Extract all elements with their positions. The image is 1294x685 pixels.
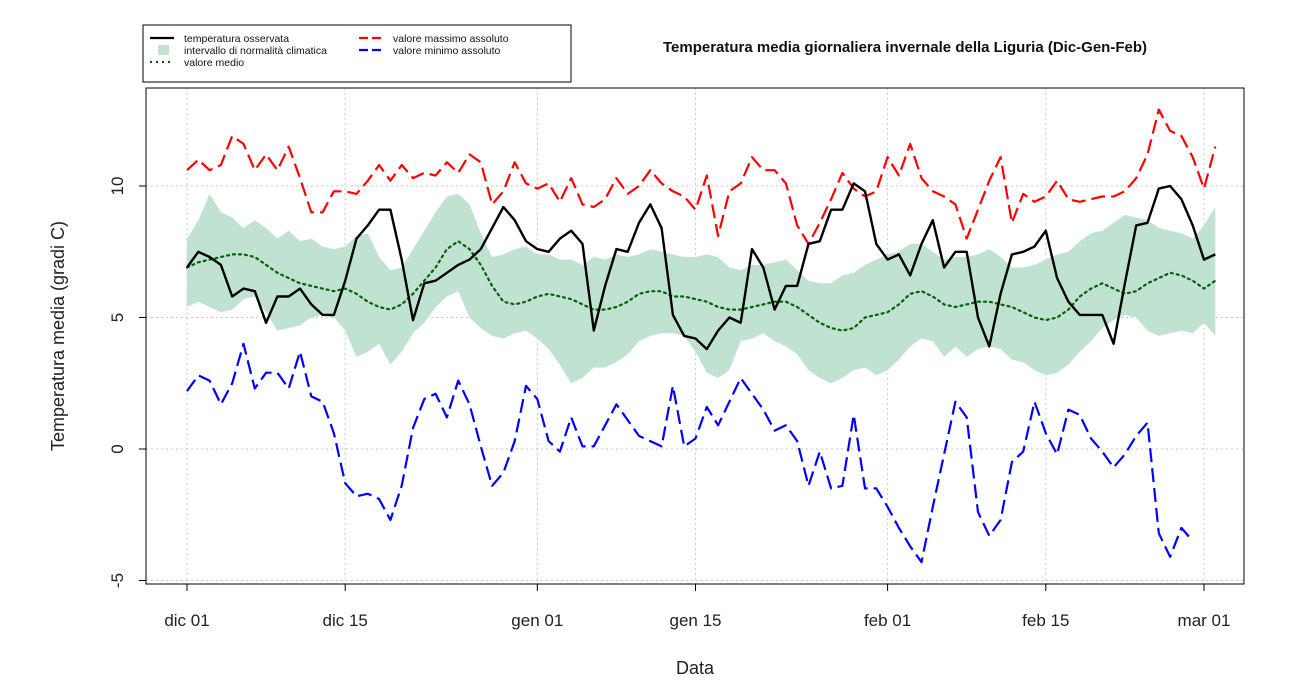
x-tick-label: feb 15	[1022, 611, 1069, 630]
chart-title: Temperatura media giornaliera invernale …	[663, 39, 1147, 56]
y-tick-label: -5	[108, 573, 127, 588]
mean-value-line	[185, 240, 1217, 332]
x-axis-title: Data	[676, 658, 715, 678]
legend-mean-label: valore medio	[184, 57, 244, 69]
y-tick-label: 5	[108, 313, 127, 322]
legend-max-label: valore massimo assoluto	[393, 33, 509, 45]
y-tick-label: 10	[108, 177, 127, 196]
x-tick-label: dic 01	[164, 611, 209, 630]
y-tick-label: 0	[108, 444, 127, 453]
legend-normal-range-label: intervallo di normalità climatica	[184, 45, 327, 57]
y-axis-title: Temperatura media (gradi C)	[48, 221, 68, 451]
legend-min-label: valore minimo assoluto	[393, 45, 501, 57]
band-layer	[187, 193, 1216, 384]
absolute-max-line	[186, 108, 1217, 245]
series-layer	[185, 108, 1217, 564]
x-tick-label: feb 01	[864, 611, 911, 630]
observed-temperature-line	[186, 182, 1216, 351]
x-tick-label: gen 15	[670, 611, 722, 630]
normal-range-band	[187, 193, 1216, 384]
x-tick-label: mar 01	[1178, 611, 1231, 630]
absolute-min-line	[186, 342, 1194, 564]
legend-frame	[142, 24, 572, 83]
x-axis: dic 01 dic 15 gen 01 gen 15 feb 01 feb 15 mar …	[164, 583, 1231, 630]
x-tick-label: gen 01	[511, 611, 563, 630]
legend-observed-label: temperatura osservata	[184, 33, 289, 45]
legend-normal-range-swatch	[158, 45, 169, 55]
y-axis: -5 0 5 10	[108, 177, 146, 588]
x-tick-label: dic 15	[323, 611, 368, 630]
